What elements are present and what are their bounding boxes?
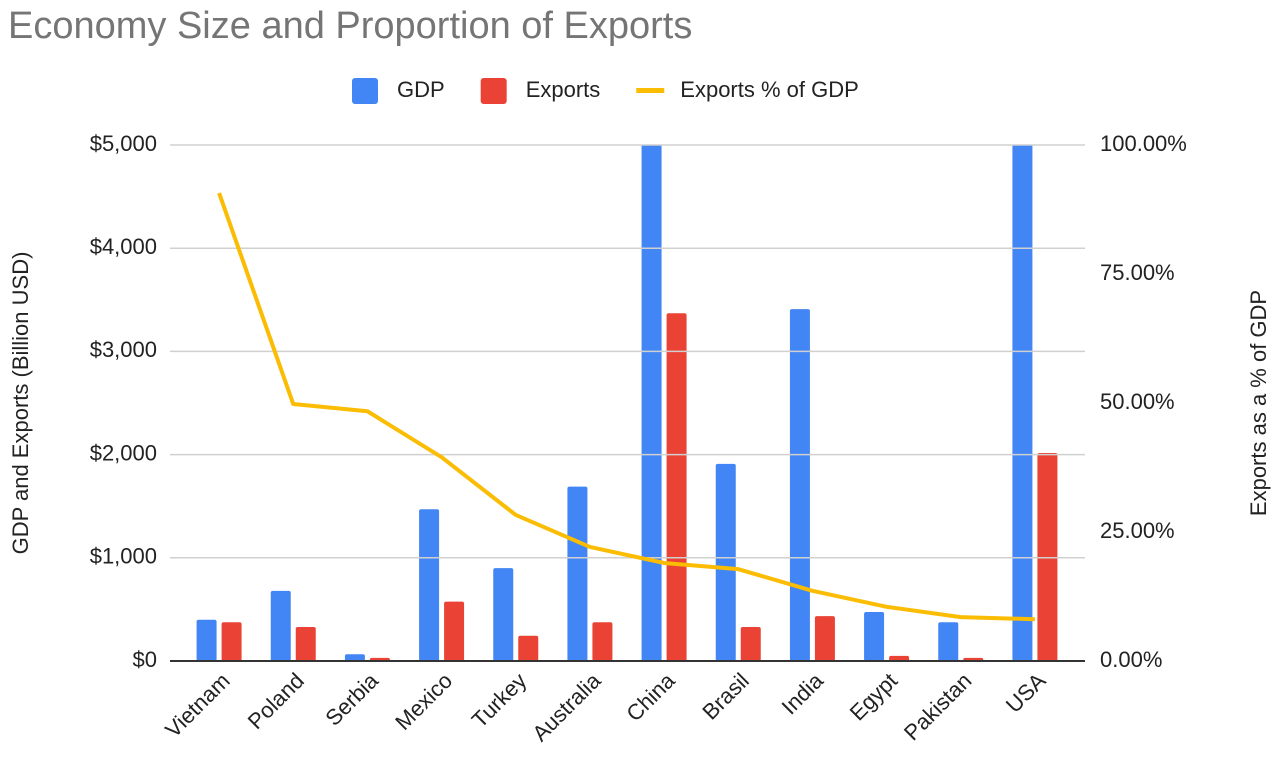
bar [221,622,242,661]
legend-swatch [480,78,507,104]
x-tick-label: Australia [527,667,606,746]
bar [1012,145,1033,661]
x-tick-label: Mexico [390,668,457,735]
y2-tick-label: 100.00% [1100,131,1187,156]
bar [666,313,687,661]
x-tick-label: Serbia [320,667,383,730]
plot-area [196,145,1058,661]
bar [196,619,217,661]
chart-title: Economy Size and Proportion of Exports [8,5,692,47]
legend-swatch [636,88,665,93]
y-tick-label: $5,000 [90,131,157,156]
legend-label: Exports % of GDP [680,77,859,102]
bar [715,463,736,661]
x-tick-label: USA [1001,668,1051,718]
legend-label: GDP [397,77,445,102]
bar [518,635,539,661]
bar [419,509,440,661]
bar [889,655,910,661]
legend-swatch [352,78,378,104]
x-tick-label: Turkey [467,668,532,733]
bar [1037,453,1058,661]
x-tick-label: Poland [243,668,309,734]
x-tick-label: Brasil [697,668,754,725]
legend-label: Exports [526,77,601,102]
bar [641,145,662,661]
y2-axis-title: Exports as a % of GDP [1246,290,1271,516]
bar [270,590,291,661]
y-axis-title: GDP and Exports (Billion USD) [8,252,33,555]
x-tick-label: India [777,667,829,719]
y-tick-label: $4,000 [90,234,157,259]
line [217,192,1035,622]
y2-tick-label: 50.00% [1100,389,1175,414]
y2-tick-label: 0.00% [1100,647,1162,672]
y2-tick-label: 75.00% [1100,260,1175,285]
bar [592,622,613,661]
x-tick-label: Vietnam [160,668,234,742]
bar [740,626,761,661]
y-tick-label: $1,000 [90,544,157,569]
y-tick-label: $3,000 [90,337,157,362]
y-tick-label: $2,000 [90,440,157,465]
x-tick-label: Egypt [845,668,902,725]
bar [814,616,835,661]
bar [444,601,465,661]
x-tick-label: China [621,667,680,726]
bar [567,486,588,661]
bar [295,626,316,661]
bar [864,611,885,661]
bar [493,568,514,661]
bar [344,654,365,661]
bar [789,309,810,661]
x-tick-label: Pakistan [899,668,976,745]
y-tick-label: $0 [133,647,157,672]
bar [938,622,959,661]
y2-tick-label: 25.00% [1100,518,1175,543]
